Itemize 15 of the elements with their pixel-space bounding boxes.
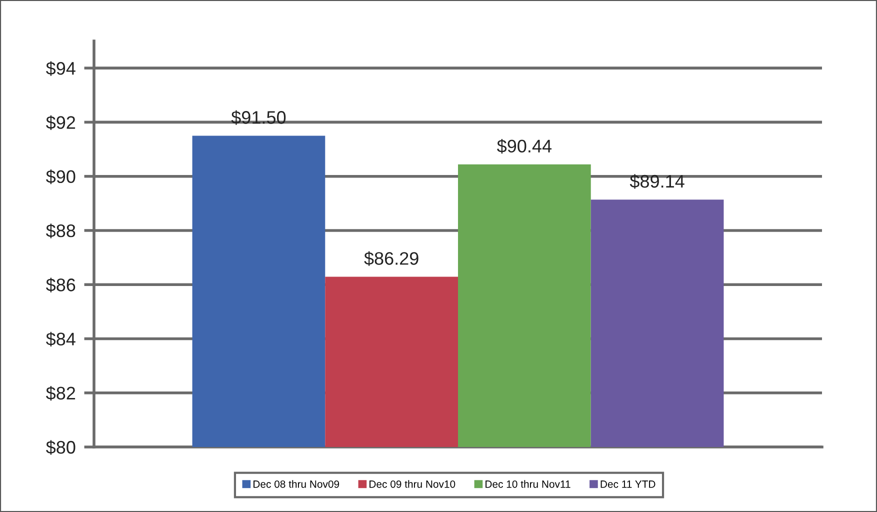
data-label: $89.14 <box>630 174 684 189</box>
y-tick-label: $92 <box>46 115 76 130</box>
y-tick-label: $80 <box>46 440 76 455</box>
legend-label: Dec 11 YTD <box>600 480 656 488</box>
data-label: $90.44 <box>497 138 552 154</box>
data-label: $86.29 <box>364 251 418 266</box>
y-tick-label: $90 <box>46 170 76 184</box>
y-tick-label: $82 <box>46 386 76 401</box>
legend-label: Dec 08 thru Nov09 <box>254 480 340 488</box>
y-tick-label: $84 <box>46 332 76 347</box>
y-tick-label: $88 <box>46 224 76 238</box>
legend-label: Dec 10 thru Nov11 <box>486 480 570 488</box>
y-tick-label: $86 <box>46 278 76 292</box>
legend-label: Dec 09 thru Nov10 <box>370 480 456 488</box>
y-tick-label: $94 <box>46 61 76 76</box>
